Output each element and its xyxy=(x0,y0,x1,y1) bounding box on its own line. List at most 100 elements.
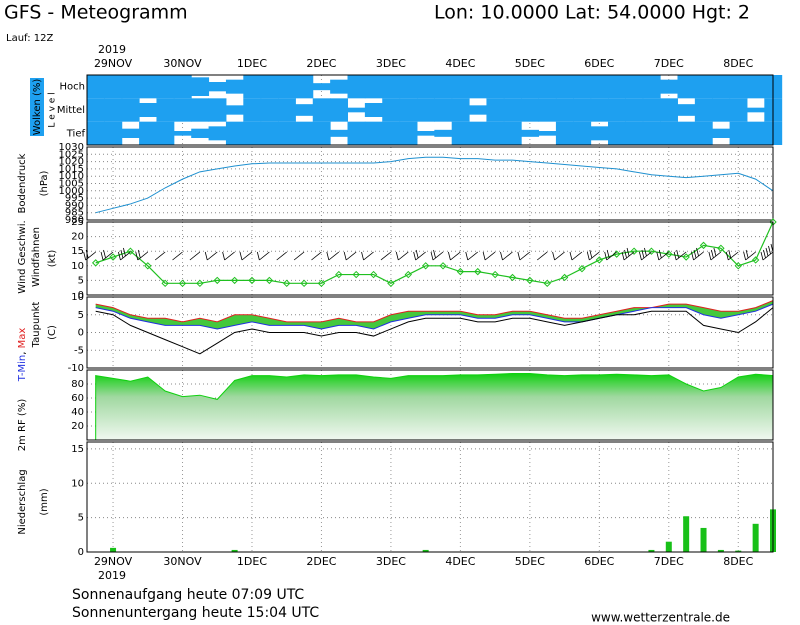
cloud-cell xyxy=(312,83,331,91)
y-tick-label: 995 xyxy=(65,193,84,204)
y-axis-label: (kt) xyxy=(47,250,58,268)
precip-bar xyxy=(683,516,690,552)
cloud-cell xyxy=(191,77,210,96)
cloud-cell xyxy=(642,121,661,145)
cloud-cell xyxy=(243,98,262,122)
cloud-cell xyxy=(642,75,661,99)
cloud-cell xyxy=(660,98,678,122)
wind-barb xyxy=(569,251,583,261)
wind-barb xyxy=(276,251,287,261)
sunset: Sonnenuntergang heute 15:04 UTC xyxy=(72,605,319,621)
y-tick-label: 20 xyxy=(71,421,84,432)
wind-marker xyxy=(665,250,673,258)
wind-marker xyxy=(387,279,395,288)
cloud-cell xyxy=(608,75,626,99)
cloud-cell xyxy=(416,75,435,99)
cloud-cell xyxy=(104,75,123,99)
temp-line xyxy=(95,303,774,330)
y-tick-label: 1000 xyxy=(59,186,84,197)
cloud-cell xyxy=(729,98,748,122)
cloud-cell xyxy=(330,129,349,137)
y-tick-label: 25 xyxy=(71,217,84,228)
wind-barb xyxy=(293,251,305,261)
date-label: 7DEC xyxy=(654,555,684,568)
wind-marker xyxy=(335,270,343,279)
cloud-cell xyxy=(139,103,157,117)
y-tick-label: 20 xyxy=(71,232,84,243)
wind-barb xyxy=(172,251,183,261)
cloud-cell xyxy=(712,128,731,138)
cloud-cell xyxy=(625,121,644,145)
cloud-cell xyxy=(573,121,592,145)
cloud-cell xyxy=(608,98,626,122)
cloud-cell xyxy=(486,98,505,122)
date-label: 6DEC xyxy=(584,57,614,70)
wind-marker xyxy=(265,276,274,285)
wind-barb xyxy=(430,249,444,261)
cloud-cell xyxy=(503,121,522,145)
cloud-cell xyxy=(278,98,296,122)
y-tick-label: 40 xyxy=(71,407,84,418)
cloud-cell xyxy=(208,98,227,122)
date-label: 2DEC xyxy=(306,57,336,70)
y-tick-label: 15 xyxy=(71,444,84,455)
cloud-cell xyxy=(260,98,279,122)
y-axis-label: Wind Geschwi. xyxy=(17,220,28,293)
cloud-cell xyxy=(208,126,227,141)
source: www.wetterzentrale.de xyxy=(591,611,730,625)
level-label: Tief xyxy=(66,128,86,139)
cloud-cell xyxy=(694,121,713,145)
cloud-cell xyxy=(399,75,418,99)
cloud-cell xyxy=(503,98,522,122)
cloud-cell xyxy=(260,121,279,145)
wind-barb xyxy=(361,251,374,261)
wind-marker xyxy=(578,265,586,273)
y-tick-label: 980 xyxy=(65,215,84,226)
wind-barb xyxy=(448,251,461,261)
wind-barb xyxy=(256,251,270,261)
cloud-cell xyxy=(121,128,140,138)
cloud-cell xyxy=(121,75,140,99)
cloud-cell xyxy=(660,79,678,94)
cloud-cell xyxy=(555,121,574,145)
cloud-cell xyxy=(156,75,175,99)
cloud-cell xyxy=(590,98,609,122)
cloud-cell xyxy=(451,121,470,145)
cloud-cell xyxy=(469,75,487,99)
cloud-cell xyxy=(382,98,401,122)
sunrise: Sonnenaufgang heute 07:09 UTC xyxy=(72,587,304,603)
wind-barb xyxy=(639,247,652,261)
y-tick-label: 5 xyxy=(78,275,84,286)
level-label: Mittel xyxy=(57,105,85,116)
y-axis-label: Bodendruck xyxy=(17,153,28,213)
cloud-cell xyxy=(555,98,574,122)
date-label: 6DEC xyxy=(584,555,614,568)
cloud-cell xyxy=(538,98,557,122)
cloud-cell xyxy=(729,121,748,145)
wind-marker xyxy=(144,262,152,270)
year: 2019 xyxy=(98,43,126,56)
cloud-cell xyxy=(347,121,366,145)
wind-barb xyxy=(465,251,479,261)
wind-marker xyxy=(717,244,725,252)
wind-barb xyxy=(222,251,235,261)
wind-marker xyxy=(352,270,360,279)
date-label: 5DEC xyxy=(515,57,545,70)
wind-marker xyxy=(91,259,100,267)
cloud-cell xyxy=(642,98,661,122)
pressure-line xyxy=(95,156,774,214)
cloud-cell xyxy=(173,98,192,122)
cloud-cell xyxy=(677,75,696,99)
cloud-cell xyxy=(712,75,731,99)
y-tick-label: 80 xyxy=(71,379,84,390)
date-label: 2DEC xyxy=(306,555,336,568)
y-tick-label: 10 xyxy=(71,261,84,272)
y-tick-label: 5 xyxy=(78,513,84,524)
date-label: 30NOV xyxy=(163,555,202,568)
panel-frame xyxy=(86,369,774,441)
wind-marker xyxy=(283,279,291,288)
y-tick-label: 60 xyxy=(71,393,84,404)
panel-frame xyxy=(86,296,774,369)
wind-marker xyxy=(109,253,117,261)
y-tick-label: -10 xyxy=(68,363,84,374)
